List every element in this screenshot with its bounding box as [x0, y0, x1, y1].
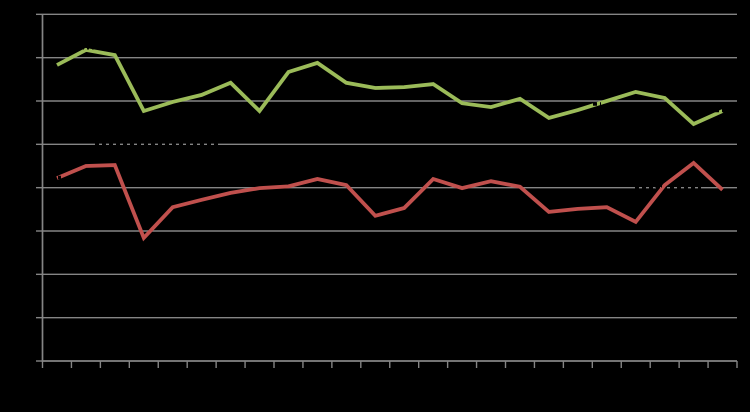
axes-and-ticks — [36, 13, 738, 368]
data-series-lines — [56, 47, 724, 242]
illegible-label-marks-on-lines — [53, 46, 727, 188]
gridlines — [42, 13, 737, 319]
series-red — [56, 160, 724, 242]
illegible-label-marks-on-grid — [95, 141, 701, 190]
series-green — [56, 47, 724, 127]
